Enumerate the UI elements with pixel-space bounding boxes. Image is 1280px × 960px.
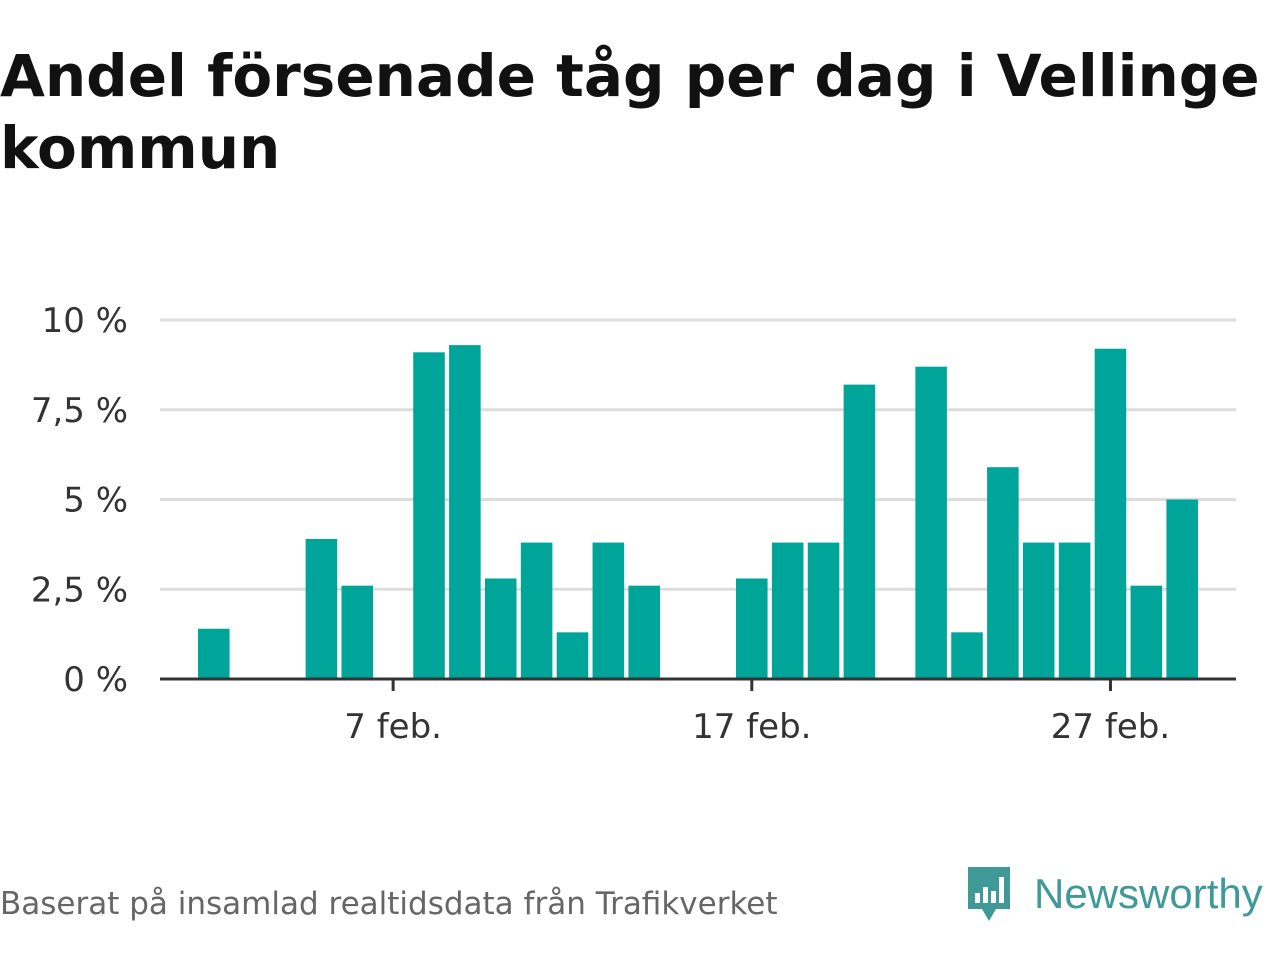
y-tick-label: 2,5 %: [31, 570, 128, 610]
bar-chart-speech-bubble-icon: [968, 867, 1010, 921]
bar: [341, 585, 374, 679]
bar: [915, 366, 947, 679]
y-tick-label: 7,5 %: [31, 391, 128, 431]
bar: [305, 538, 338, 679]
bar: [1166, 499, 1198, 679]
bar: [736, 578, 768, 679]
y-axis-labels: 0 % 2,5 % 5 % 7,5 % 10 %: [31, 301, 128, 700]
y-tick-label: 5 %: [63, 481, 128, 521]
bar: [592, 542, 625, 679]
bar: [449, 345, 481, 679]
bar: [520, 542, 553, 679]
bar: [843, 384, 876, 679]
x-axis-ticks: 7 feb. 17 feb. 27 feb.: [344, 679, 1170, 747]
bar: [1022, 542, 1055, 679]
bar: [1130, 585, 1163, 679]
y-tick-label: 0 %: [63, 660, 128, 700]
bar: [413, 352, 445, 679]
bar: [556, 632, 589, 679]
bars: [198, 345, 1198, 679]
bar: [807, 542, 840, 679]
bar: [951, 632, 983, 679]
bar: [628, 585, 660, 679]
brand-name: Newsworthy: [1034, 870, 1263, 917]
bar: [1094, 348, 1127, 679]
source-note: Baserat på insamlad realtidsdata från Tr…: [0, 886, 778, 922]
bar: [987, 467, 1019, 679]
bar: [771, 542, 804, 679]
y-tick-label: 10 %: [42, 301, 128, 341]
bar: [198, 628, 230, 679]
grid-lines: [160, 318, 1236, 591]
chart-title: Andel försenade tåg per dag i Vellinge k…: [0, 42, 1260, 182]
x-tick-label: 27 feb.: [1051, 707, 1170, 747]
x-tick-label: 7 feb.: [344, 707, 442, 747]
x-tick-label: 17 feb.: [692, 707, 811, 747]
brand-logo: Newsworthy: [964, 862, 1263, 926]
bar: [484, 578, 517, 679]
bar: [1058, 542, 1091, 679]
